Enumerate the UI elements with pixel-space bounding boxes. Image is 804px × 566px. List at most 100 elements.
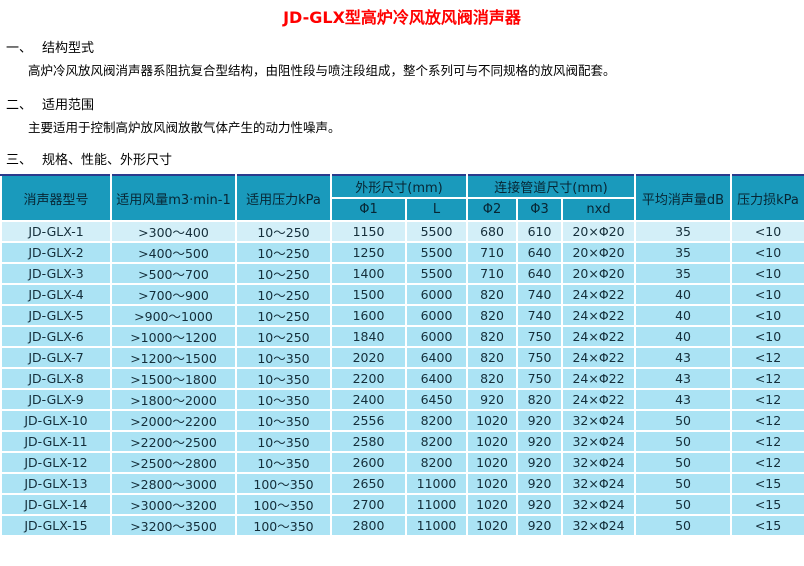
cell-phi1: 2650 bbox=[330, 472, 407, 495]
cell-noise-reduction: 35 bbox=[634, 241, 733, 264]
header-nxd: nxd bbox=[561, 197, 637, 222]
spec-table-header: 消声器型号 适用风量m3·min-1 适用压力kPa 外形尺寸(mm) 连接管道… bbox=[0, 174, 804, 222]
cell-length: 8200 bbox=[404, 430, 469, 453]
cell-model: JD-GLX-10 bbox=[0, 409, 112, 432]
cell-phi1: 2020 bbox=[330, 346, 407, 369]
table-row: JD-GLX-6 >1000～1200 10～250 1840 6000 820 750 24… bbox=[0, 325, 804, 348]
cell-phi2: 820 bbox=[466, 346, 519, 369]
page: JD-GLX型高炉冷风放风阀消声器 一、 结构型式 高炉冷风放风阀消声器系阻抗复合… bbox=[0, 9, 804, 537]
header-outline-group: 外形尺寸(mm) bbox=[329, 174, 469, 199]
cell-nxd: 24×Φ22 bbox=[561, 346, 637, 369]
cell-noise-reduction: 50 bbox=[634, 493, 733, 516]
section-1-heading: 一、 结构型式 bbox=[6, 41, 804, 57]
cell-phi1: 2800 bbox=[330, 514, 407, 537]
cell-noise-reduction: 43 bbox=[634, 367, 733, 390]
cell-model: JD-GLX-5 bbox=[0, 304, 112, 327]
cell-pressure: 10～350 bbox=[235, 430, 332, 453]
header-model: 消声器型号 bbox=[0, 174, 112, 222]
cell-phi2: 820 bbox=[466, 283, 519, 306]
cell-length: 5500 bbox=[404, 262, 469, 285]
cell-air-volume: >2800～3000 bbox=[110, 472, 237, 495]
cell-phi3: 750 bbox=[516, 346, 564, 369]
cell-nxd: 32×Φ24 bbox=[561, 493, 637, 516]
cell-air-volume: >400～500 bbox=[110, 241, 237, 264]
cell-length: 6450 bbox=[404, 388, 469, 411]
cell-phi3: 750 bbox=[516, 325, 564, 348]
cell-phi2: 710 bbox=[466, 262, 519, 285]
cell-model: JD-GLX-11 bbox=[0, 430, 112, 453]
table-row: JD-GLX-1 >300～400 10～250 1150 5500 680 610 20×Φ… bbox=[0, 220, 804, 243]
cell-model: JD-GLX-4 bbox=[0, 283, 112, 306]
cell-air-volume: >1200～1500 bbox=[110, 346, 237, 369]
cell-phi2: 1020 bbox=[466, 451, 519, 474]
cell-model: JD-GLX-15 bbox=[0, 514, 112, 537]
section-2-title: 适用范围 bbox=[42, 98, 95, 113]
section-2-body: 主要适用于控制高炉放风阀放散气体产生的动力性噪声。 bbox=[28, 120, 341, 135]
cell-noise-reduction: 43 bbox=[634, 388, 733, 411]
cell-phi3: 750 bbox=[516, 367, 564, 390]
cell-phi2: 820 bbox=[466, 325, 519, 348]
cell-nxd: 32×Φ24 bbox=[561, 514, 637, 537]
header-length: L bbox=[404, 197, 469, 222]
cell-pressure-loss: <10 bbox=[730, 262, 804, 285]
section-3-title: 规格、性能、外形尺寸 bbox=[42, 153, 173, 168]
cell-length: 6000 bbox=[404, 325, 469, 348]
cell-length: 6400 bbox=[404, 346, 469, 369]
cell-pressure: 10～350 bbox=[235, 388, 332, 411]
cell-air-volume: >900～1000 bbox=[110, 304, 237, 327]
cell-pressure: 10～350 bbox=[235, 409, 332, 432]
cell-phi1: 1600 bbox=[330, 304, 407, 327]
cell-phi2: 710 bbox=[466, 241, 519, 264]
cell-pressure-loss: <15 bbox=[730, 493, 804, 516]
table-row: JD-GLX-7 >1200～1500 10～350 2020 6400 820 750 24… bbox=[0, 346, 804, 369]
cell-air-volume: >3000～3200 bbox=[110, 493, 237, 516]
spec-table-body: JD-GLX-1 >300～400 10～250 1150 5500 680 610 20×Φ… bbox=[0, 220, 804, 537]
section-3-heading: 三、 规格、性能、外形尺寸 bbox=[6, 153, 804, 169]
cell-nxd: 20×Φ20 bbox=[561, 262, 637, 285]
cell-phi3: 920 bbox=[516, 430, 564, 453]
cell-pressure: 10～250 bbox=[235, 220, 332, 243]
cell-noise-reduction: 50 bbox=[634, 430, 733, 453]
table-row: JD-GLX-10 >2000～2200 10～350 2556 8200 1020 920… bbox=[0, 409, 804, 432]
table-row: JD-GLX-15 >3200～3500 100～350 2800 11000 1020 9… bbox=[0, 514, 804, 537]
cell-length: 6000 bbox=[404, 283, 469, 306]
cell-length: 6400 bbox=[404, 367, 469, 390]
section-1-title: 结构型式 bbox=[42, 41, 95, 56]
cell-phi1: 1400 bbox=[330, 262, 407, 285]
header-phi2: Φ2 bbox=[466, 197, 519, 222]
section-2-heading: 二、 适用范围 bbox=[6, 98, 804, 114]
cell-pressure: 10～350 bbox=[235, 346, 332, 369]
cell-length: 11000 bbox=[404, 493, 469, 516]
header-air-volume: 适用风量m3·min-1 bbox=[110, 174, 237, 222]
cell-nxd: 32×Φ24 bbox=[561, 430, 637, 453]
cell-phi1: 1840 bbox=[330, 325, 407, 348]
table-row: JD-GLX-3 >500～700 10～250 1400 5500 710 640 20×Φ… bbox=[0, 262, 804, 285]
cell-nxd: 32×Φ24 bbox=[561, 472, 637, 495]
cell-pressure: 10～250 bbox=[235, 262, 332, 285]
cell-air-volume: >2200～2500 bbox=[110, 430, 237, 453]
cell-length: 8200 bbox=[404, 409, 469, 432]
cell-pressure: 100～350 bbox=[235, 472, 332, 495]
cell-phi3: 920 bbox=[516, 409, 564, 432]
cell-nxd: 24×Φ22 bbox=[561, 283, 637, 306]
cell-noise-reduction: 40 bbox=[634, 325, 733, 348]
cell-phi3: 920 bbox=[516, 472, 564, 495]
cell-air-volume: >500～700 bbox=[110, 262, 237, 285]
cell-noise-reduction: 35 bbox=[634, 262, 733, 285]
header-phi3: Φ3 bbox=[516, 197, 564, 222]
cell-air-volume: >2000～2200 bbox=[110, 409, 237, 432]
cell-phi1: 2400 bbox=[330, 388, 407, 411]
cell-pressure: 10～350 bbox=[235, 451, 332, 474]
cell-pressure-loss: <12 bbox=[730, 451, 804, 474]
cell-pressure-loss: <10 bbox=[730, 304, 804, 327]
cell-phi2: 1020 bbox=[466, 514, 519, 537]
cell-model: JD-GLX-2 bbox=[0, 241, 112, 264]
cell-phi2: 680 bbox=[466, 220, 519, 243]
cell-model: JD-GLX-12 bbox=[0, 451, 112, 474]
table-row: JD-GLX-13 >2800～3000 100～350 2650 11000 1020 9… bbox=[0, 472, 804, 495]
cell-pressure-loss: <10 bbox=[730, 220, 804, 243]
cell-noise-reduction: 40 bbox=[634, 283, 733, 306]
cell-air-volume: >1000～1200 bbox=[110, 325, 237, 348]
cell-length: 6000 bbox=[404, 304, 469, 327]
cell-model: JD-GLX-13 bbox=[0, 472, 112, 495]
